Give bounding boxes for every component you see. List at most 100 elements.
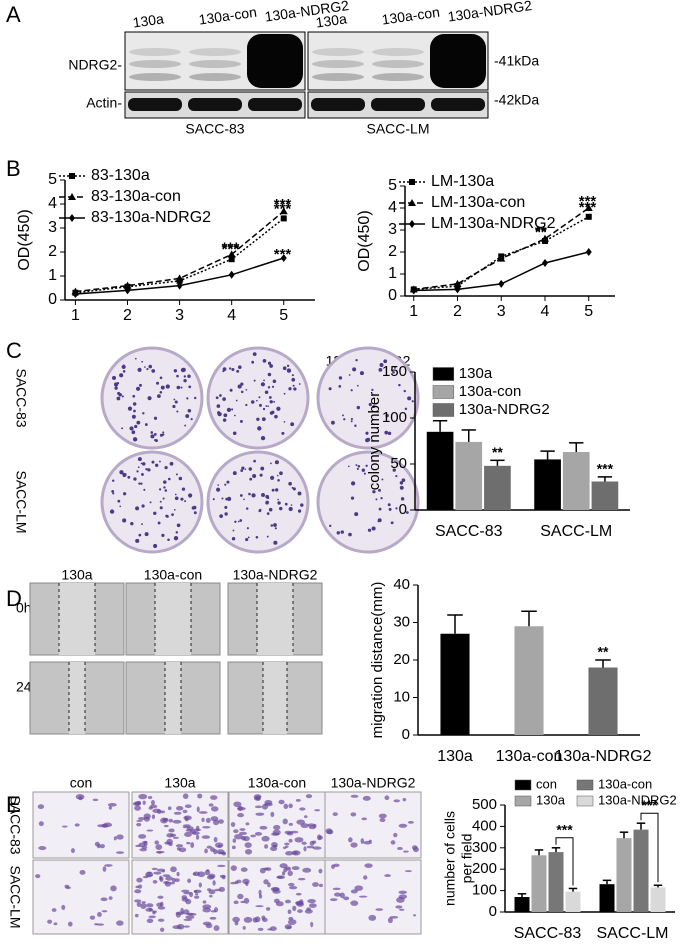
series-line bbox=[75, 210, 285, 293]
cell-blob bbox=[208, 889, 216, 895]
colony-dot bbox=[130, 521, 134, 526]
cell-blob bbox=[190, 842, 195, 848]
annotation: *** bbox=[597, 461, 614, 477]
cell-blob bbox=[108, 896, 113, 900]
cell-blob bbox=[138, 834, 147, 839]
colony-dot bbox=[142, 412, 145, 415]
cell-blob bbox=[318, 868, 323, 874]
point bbox=[124, 286, 131, 295]
cell-blob bbox=[348, 837, 353, 843]
colony-dot bbox=[180, 497, 184, 501]
cell-blob bbox=[295, 901, 304, 906]
legend-label: 83-130a-NDRG2 bbox=[91, 209, 211, 226]
cell-blob bbox=[255, 905, 264, 908]
cell-blob bbox=[146, 903, 154, 908]
cell-blob bbox=[205, 817, 211, 823]
point bbox=[227, 250, 236, 258]
annotation: *** bbox=[222, 239, 240, 256]
colony-dot bbox=[352, 367, 357, 372]
cell-blob bbox=[141, 901, 146, 904]
colony-dot bbox=[216, 487, 221, 492]
blot-band bbox=[129, 48, 181, 56]
cell-blob bbox=[196, 806, 200, 813]
cell-blob bbox=[254, 916, 261, 923]
cell-blob bbox=[270, 846, 278, 852]
colony-dot bbox=[378, 367, 383, 372]
colony-dot bbox=[180, 367, 186, 373]
point bbox=[497, 254, 506, 262]
bar bbox=[591, 481, 619, 510]
cell-blob bbox=[241, 836, 247, 841]
colony-dot bbox=[350, 417, 353, 421]
colony-dot bbox=[112, 492, 115, 495]
colony-dot bbox=[336, 531, 340, 535]
cell-blob bbox=[162, 818, 167, 822]
legend-label: 130a-NDRG2 bbox=[459, 401, 550, 418]
cell-blob bbox=[312, 846, 322, 850]
colony-dot bbox=[241, 466, 245, 470]
colony-dot bbox=[231, 367, 235, 372]
annotation: *** bbox=[274, 196, 292, 213]
blot-band bbox=[431, 98, 485, 111]
blot-band bbox=[248, 98, 302, 111]
colony-dot bbox=[378, 488, 381, 492]
cell-blob bbox=[175, 806, 184, 811]
cell-blob bbox=[284, 899, 291, 904]
colony-dot bbox=[186, 397, 189, 400]
cell-blob bbox=[218, 886, 225, 893]
colony-dot bbox=[390, 521, 394, 525]
cell-blob bbox=[198, 811, 208, 814]
cell-blob bbox=[283, 867, 288, 873]
cell-blob bbox=[306, 845, 315, 849]
cell-blob bbox=[281, 871, 286, 876]
colony-dot bbox=[176, 523, 181, 528]
cell-blob bbox=[142, 875, 149, 879]
legend-label: LM-130a bbox=[431, 173, 494, 190]
row-label: 0h bbox=[16, 600, 32, 616]
y-tick-label: 400 bbox=[472, 817, 497, 834]
colony-dot bbox=[158, 488, 162, 491]
cell-blob bbox=[108, 806, 113, 810]
cell-blob bbox=[168, 842, 173, 847]
colony-dot bbox=[133, 409, 136, 413]
column-label: 130a-con bbox=[144, 567, 202, 583]
cell-blob bbox=[255, 795, 261, 801]
cell-blob bbox=[175, 844, 184, 848]
cell-blob bbox=[254, 805, 263, 809]
legend-swatch bbox=[432, 403, 455, 417]
cell-blob bbox=[254, 831, 263, 836]
y-tick-label: 30 bbox=[393, 613, 410, 630]
colony-dot bbox=[372, 405, 376, 409]
cell-blob bbox=[180, 907, 184, 914]
legend-marker bbox=[408, 199, 416, 206]
colony-dot bbox=[163, 486, 166, 489]
colony-dot bbox=[150, 431, 154, 434]
colony-dot bbox=[129, 426, 134, 431]
colony-dot bbox=[267, 386, 271, 389]
cell-blob bbox=[157, 895, 164, 899]
y-tick-label: 0 bbox=[489, 903, 497, 920]
colony-dot bbox=[368, 402, 372, 407]
cell-blob bbox=[312, 882, 319, 887]
blot-band bbox=[312, 73, 364, 81]
x-tick-label: 4 bbox=[227, 307, 236, 324]
y-tick-label: 0 bbox=[399, 501, 407, 518]
annotation: ** bbox=[492, 444, 503, 460]
colony-dot bbox=[269, 364, 273, 368]
y-tick-label: 50 bbox=[390, 455, 407, 472]
colony-dot bbox=[249, 477, 253, 481]
colony-dot bbox=[131, 430, 136, 435]
colony-dot bbox=[119, 470, 124, 475]
cell-blob bbox=[290, 830, 299, 834]
cell-blob bbox=[53, 922, 58, 926]
colony-dot bbox=[348, 465, 350, 468]
cell-blob bbox=[209, 916, 217, 920]
cell-blob bbox=[288, 822, 293, 826]
row-label: SACC-LM bbox=[13, 470, 29, 533]
cell-blob bbox=[368, 839, 372, 843]
legend-label: LM-130a-con bbox=[431, 194, 525, 211]
colony-dot bbox=[188, 493, 193, 498]
cell-blob bbox=[271, 832, 280, 836]
colony-dot bbox=[356, 405, 361, 410]
colony-dot bbox=[161, 533, 165, 537]
